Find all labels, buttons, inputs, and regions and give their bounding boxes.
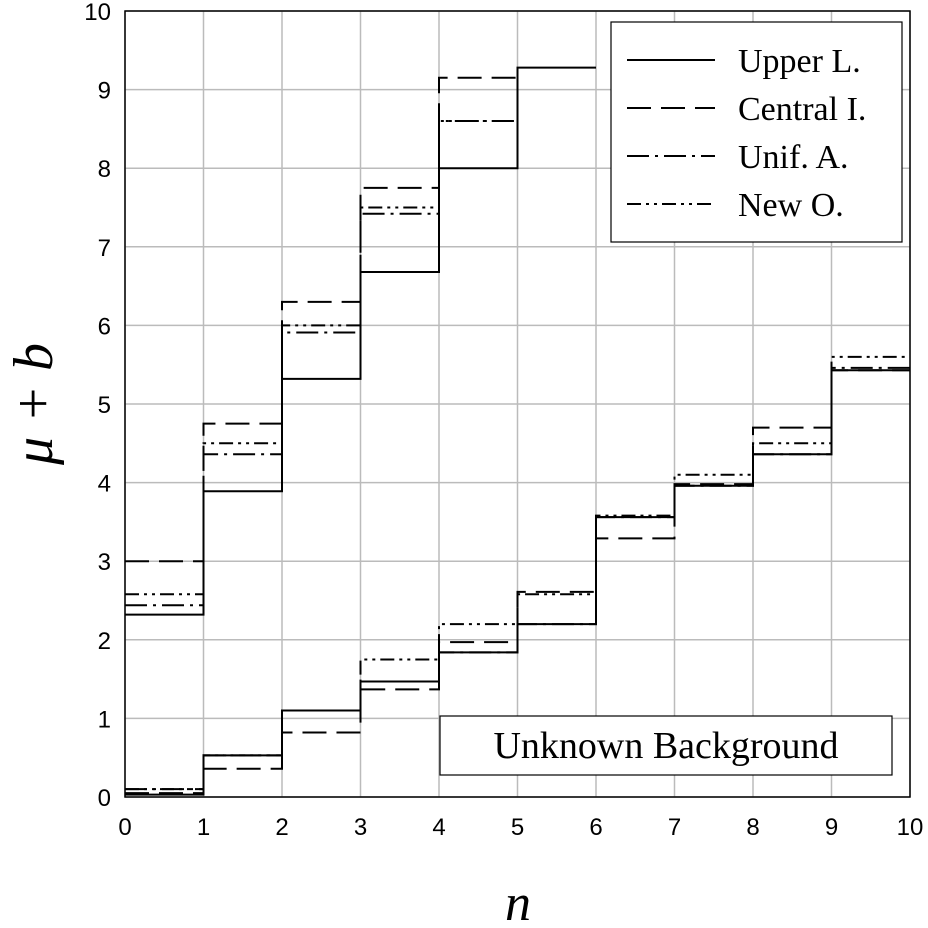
legend-box bbox=[610, 21, 903, 243]
lines bbox=[125, 66, 910, 796]
belt-line bbox=[125, 366, 910, 791]
y-tick-label: 2 bbox=[98, 628, 111, 655]
y-tick-label: 9 bbox=[98, 78, 111, 105]
legend: Upper L. Central I. Unif. A. New O. bbox=[610, 21, 903, 243]
y-tick-label: 0 bbox=[98, 785, 111, 812]
plot-frame bbox=[124, 10, 911, 798]
x-tick-label: 1 bbox=[197, 814, 210, 841]
y-tick-label: 6 bbox=[98, 313, 111, 340]
y-tick-label: 7 bbox=[98, 235, 111, 262]
x-tick-label: 7 bbox=[668, 814, 681, 841]
y-tick-label: 4 bbox=[98, 471, 111, 498]
y-axis-label: μ + b bbox=[3, 343, 65, 466]
x-tick-label: 2 bbox=[275, 814, 288, 841]
legend-label: New O. bbox=[738, 187, 844, 224]
x-tick-label: 10 bbox=[897, 814, 924, 841]
x-axis-label: n bbox=[505, 875, 531, 928]
x-tick-label: 6 bbox=[589, 814, 602, 841]
belt-line bbox=[125, 120, 518, 607]
x-tick-label: 0 bbox=[118, 814, 131, 841]
y-tick-label: 1 bbox=[98, 706, 111, 733]
x-tick-label: 3 bbox=[354, 814, 367, 841]
belt-line bbox=[125, 355, 910, 791]
belt-line bbox=[125, 369, 910, 795]
belt-line bbox=[125, 76, 518, 563]
x-tick-label: 9 bbox=[825, 814, 838, 841]
belt-line bbox=[125, 120, 518, 596]
y-tick-label: 3 bbox=[98, 549, 111, 576]
legend-label: Upper L. bbox=[738, 43, 861, 80]
legend-label: Central I. bbox=[738, 91, 866, 128]
x-tick-label: 4 bbox=[432, 814, 445, 841]
y-tick-label: 5 bbox=[98, 392, 111, 419]
x-tick-label: 8 bbox=[746, 814, 759, 841]
y-tick-label: 10 bbox=[84, 0, 111, 26]
legend-label: Unif. A. bbox=[738, 139, 849, 176]
x-tick-label: 5 bbox=[511, 814, 524, 841]
annotation-box bbox=[439, 715, 893, 776]
annotation: Unknown Background bbox=[493, 725, 838, 767]
y-tick-label: 8 bbox=[98, 156, 111, 183]
